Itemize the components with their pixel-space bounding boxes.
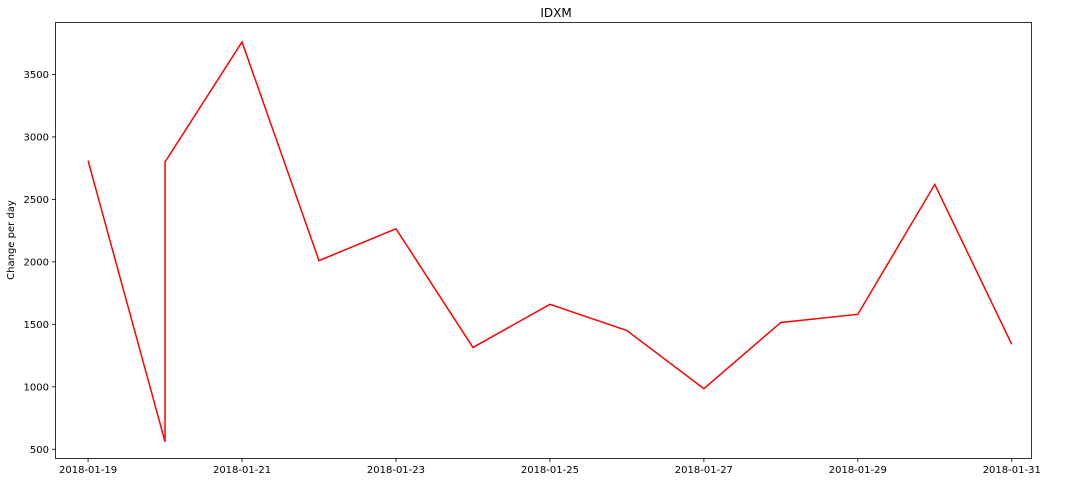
y-axis-label: Change per day (6, 200, 17, 280)
x-tick-label: 2018-01-25 (521, 465, 579, 476)
x-tick-label: 2018-01-29 (829, 465, 887, 476)
x-axis-ticks: 2018-01-19 2018-01-21 2018-01-23 2018-01-25… (59, 458, 1041, 476)
y-tick-label: 2500 (24, 195, 49, 206)
chart-title: IDXM (540, 6, 571, 20)
plot-frame (55, 22, 1032, 459)
x-tick-label: 2018-01-27 (675, 465, 733, 476)
series-line (87, 40, 1013, 442)
plot-area (87, 40, 1013, 442)
x-tick-label: 2018-01-21 (213, 465, 271, 476)
y-axis-ticks: 500 1000 1500 2000 2500 3000 3500 (24, 70, 56, 456)
y-tick-label: 3500 (24, 70, 49, 81)
x-tick-label: 2018-01-19 (59, 465, 117, 476)
x-tick-label: 2018-01-23 (367, 465, 425, 476)
x-tick-label: 2018-01-31 (983, 465, 1041, 476)
y-tick-label: 1500 (24, 320, 49, 331)
y-tick-label: 1000 (24, 382, 49, 393)
y-tick-label: 500 (30, 445, 49, 456)
y-tick-label: 3000 (24, 132, 49, 143)
y-tick-label: 2000 (24, 257, 49, 268)
